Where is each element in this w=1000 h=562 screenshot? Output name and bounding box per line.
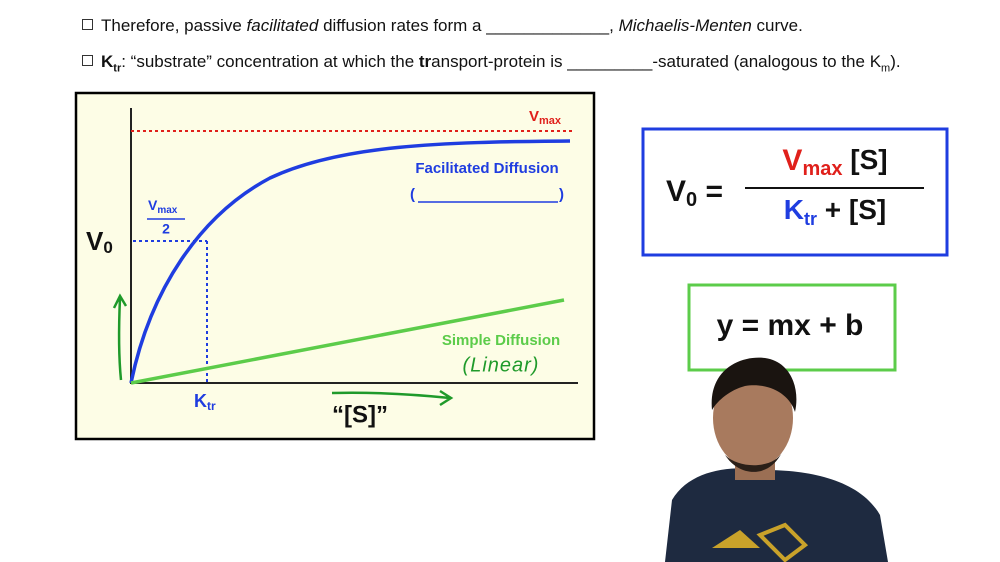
text: Michaelis-Menten xyxy=(618,16,752,35)
text: diffusion rates form a _____________, xyxy=(318,16,619,35)
vmax-label: Vmax xyxy=(529,108,562,127)
text: Therefore, passive xyxy=(101,16,247,35)
presenter xyxy=(665,357,888,562)
paren: ) xyxy=(559,186,564,203)
linear-box xyxy=(687,283,897,372)
handwritten-arrow xyxy=(331,389,454,407)
text: m xyxy=(881,62,891,75)
linear-note: (Linear) xyxy=(463,354,540,376)
facilitated-curve xyxy=(129,139,571,384)
handwritten-arrow xyxy=(112,293,128,381)
simple-line xyxy=(130,298,565,385)
simple-label: Simple Diffusion xyxy=(442,332,560,349)
paren: ( xyxy=(410,186,415,203)
text: K xyxy=(101,52,114,71)
bullet: Therefore, passive facilitated diffusion… xyxy=(82,16,803,36)
half-vmax-denominator: 2 xyxy=(162,221,170,237)
half-vmax-label: Vmax xyxy=(148,197,178,216)
text: ansport-protein is _________-saturated (… xyxy=(431,52,882,71)
equation-denominator: Ktr + [S] xyxy=(784,194,886,228)
text: : “substrate” concentration at which the xyxy=(121,52,419,71)
equation-box xyxy=(641,127,949,257)
linear-equation: y = mx + b xyxy=(717,309,864,342)
ktr-label: Ktr xyxy=(194,391,216,413)
y-axis-label: V0 xyxy=(86,226,113,258)
equation-lhs: V0 = xyxy=(666,175,723,211)
text: facilitated xyxy=(246,16,319,35)
text: tr xyxy=(113,62,122,75)
bullet: Ktr: “substrate” concentration at which … xyxy=(82,52,901,74)
text: curve. xyxy=(751,16,803,35)
text: ). xyxy=(890,52,901,71)
text: tr xyxy=(418,52,432,71)
equation-numerator: Vmax [S] xyxy=(782,144,887,180)
facilitated-label: Facilitated Diffusion xyxy=(415,160,558,177)
x-axis-label: “[S]” xyxy=(332,401,388,428)
graph-panel xyxy=(74,91,596,441)
